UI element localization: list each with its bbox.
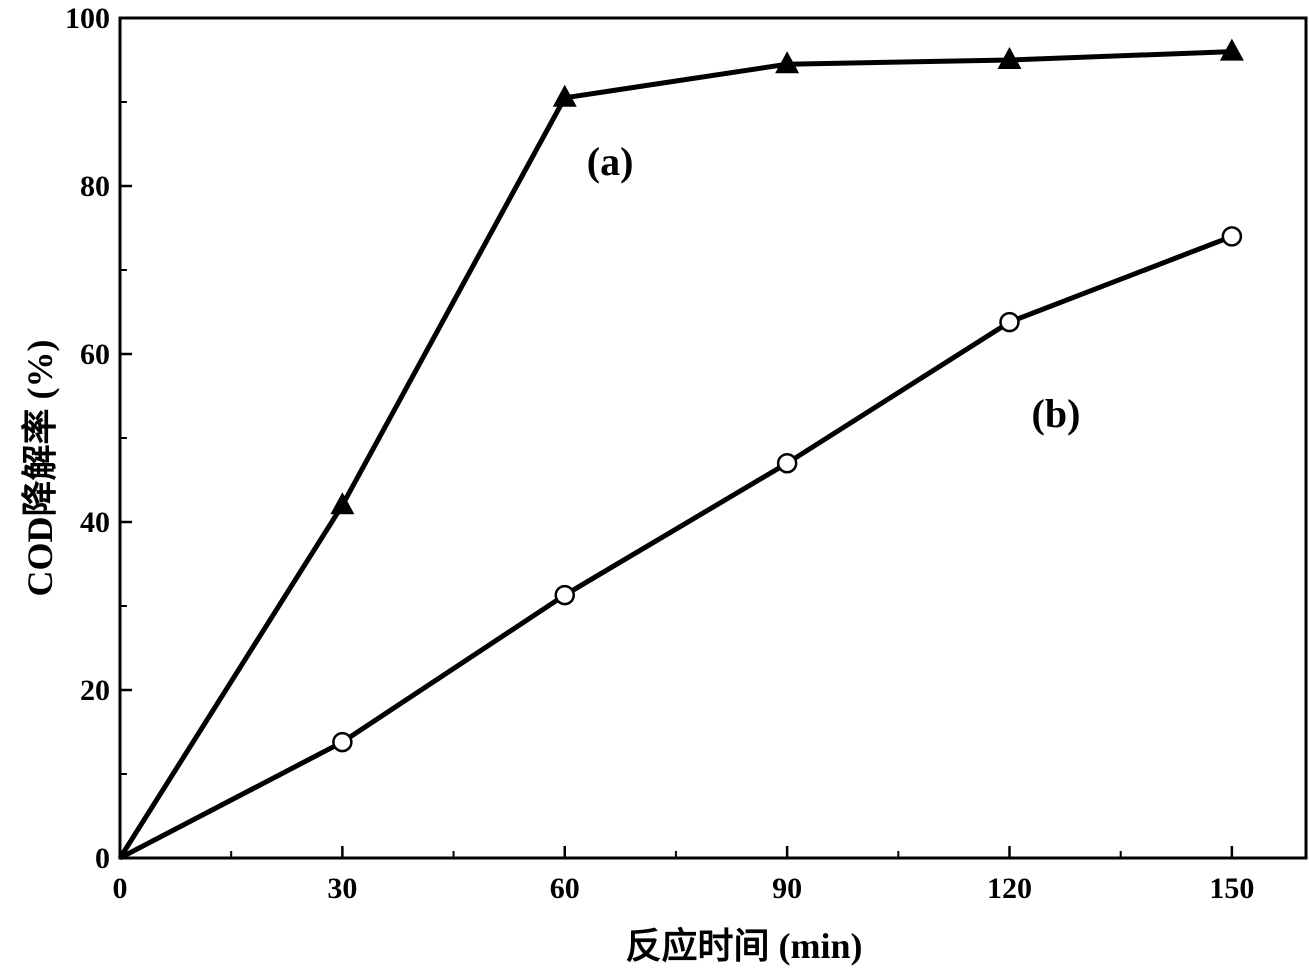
x-tick-label-5: 150 bbox=[1209, 872, 1254, 905]
x-tick-label-1: 30 bbox=[327, 872, 357, 905]
y-tick-label-2: 40 bbox=[80, 506, 110, 539]
series-0-line bbox=[117, 49, 1232, 860]
axis-ticks bbox=[118, 16, 1234, 860]
series-0-point-5 bbox=[1219, 38, 1244, 61]
series-0-point-3 bbox=[775, 51, 800, 74]
annotations: (a) (b) bbox=[587, 139, 1081, 436]
series-0-point-4 bbox=[997, 47, 1022, 69]
x-tick-label-0: 0 bbox=[113, 872, 128, 905]
x-tick-label-3: 90 bbox=[772, 872, 802, 905]
series-1-point-4 bbox=[999, 311, 1020, 333]
series-1-line bbox=[118, 234, 1233, 861]
series-1-point-2 bbox=[554, 584, 575, 606]
y-tick-label-1: 20 bbox=[80, 674, 110, 707]
series-1-point-5 bbox=[1221, 226, 1243, 247]
y-axis-title: COD降解率 (%) bbox=[20, 340, 60, 597]
series-group bbox=[117, 38, 1244, 861]
series-1-point-1 bbox=[332, 731, 353, 753]
series-1-point-3 bbox=[776, 452, 798, 474]
series-0-point-1 bbox=[330, 492, 355, 515]
plot-frame bbox=[118, 16, 1308, 860]
x-axis-title: 反应时间 (min) bbox=[626, 926, 863, 966]
y-tick-label-0: 0 bbox=[95, 842, 110, 875]
y-tick-label-4: 80 bbox=[80, 170, 110, 203]
series-0-point-2 bbox=[552, 84, 577, 107]
annotation-0: (a) bbox=[587, 139, 634, 184]
y-tick-label-5: 100 bbox=[65, 2, 110, 35]
annotation-1: (b) bbox=[1032, 391, 1081, 436]
tick-labels: 0 30 60 90 120 150 0 20 40 60 80 100 bbox=[65, 2, 1254, 905]
x-tick-label-2: 60 bbox=[550, 872, 580, 905]
x-tick-label-4: 120 bbox=[987, 872, 1032, 905]
y-tick-label-3: 60 bbox=[80, 338, 110, 371]
